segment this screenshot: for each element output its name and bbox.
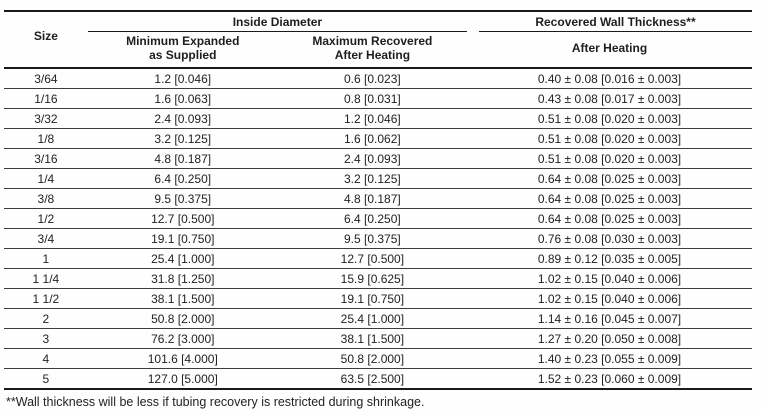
table-row: 1 25.4 [1.000] 12.7 [0.500] 0.89 ± 0.12 [0.…	[4, 248, 752, 269]
cell-min-expanded: 1.6 [0.063]	[87, 88, 278, 109]
tubing-spec-table: Size Inside Diameter Recovered Wall Thic…	[4, 10, 752, 390]
cell-min-expanded: 3.2 [0.125]	[87, 128, 278, 149]
table-row: 1/8 3.2 [0.125] 1.6 [0.062] 0.51 ± 0.08 [0.…	[4, 128, 752, 149]
group-header-inside-diameter: Inside Diameter	[87, 15, 467, 32]
cell-max-recovered: 12.7 [0.500]	[277, 248, 467, 269]
table-row: 1/16 1.6 [0.063] 0.8 [0.031] 0.43 ± 0.08 [0…	[4, 88, 752, 109]
cell-wall-thickness: 0.51 ± 0.08 [0.020 ± 0.003]	[466, 128, 752, 149]
cell-wall-thickness: 0.51 ± 0.08 [0.020 ± 0.003]	[466, 148, 752, 169]
cell-min-expanded: 4.8 [0.187]	[87, 148, 278, 169]
cell-max-recovered: 50.8 [2.000]	[277, 348, 467, 369]
cell-wall-thickness: 1.52 ± 0.23 [0.060 ± 0.009]	[466, 368, 752, 390]
cell-size: 3/8	[4, 188, 88, 209]
cell-wall-thickness: 0.40 ± 0.08 [0.016 ± 0.003]	[466, 67, 752, 89]
cell-max-recovered: 0.8 [0.031]	[277, 88, 467, 109]
col-header-max-recovered: Maximum Recovered After Heating	[278, 32, 467, 68]
cell-min-expanded: 12.7 [0.500]	[87, 208, 278, 229]
cell-size: 1/2	[4, 208, 88, 229]
group-header-recovered-wall-cell: Recovered Wall Thickness**	[467, 11, 752, 32]
cell-max-recovered: 2.4 [0.093]	[277, 148, 467, 169]
cell-wall-thickness: 0.64 ± 0.08 [0.025 ± 0.003]	[466, 188, 752, 209]
table-row: 3/64 1.2 [0.046] 0.6 [0.023] 0.40 ± 0.08 [0…	[4, 67, 752, 89]
cell-size: 1/16	[4, 88, 88, 109]
cell-size: 2	[4, 308, 88, 329]
table-row: 3 76.2 [3.000] 38.1 [1.500] 1.27 ± 0.20 [0.…	[4, 328, 752, 349]
sub-header-row: Minimum Expanded as Supplied Maximum Rec…	[4, 32, 752, 68]
cell-max-recovered: 15.9 [0.625]	[277, 268, 467, 289]
col-header-max-recovered-line2: After Heating	[334, 47, 411, 62]
cell-wall-thickness: 0.64 ± 0.08 [0.025 ± 0.003]	[466, 168, 752, 189]
col-header-min-expanded-line1: Minimum Expanded	[126, 34, 240, 48]
cell-min-expanded: 76.2 [3.000]	[87, 328, 278, 349]
cell-wall-thickness: 0.64 ± 0.08 [0.025 ± 0.003]	[466, 208, 752, 229]
cell-min-expanded: 1.2 [0.046]	[87, 67, 278, 89]
cell-max-recovered: 3.2 [0.125]	[277, 168, 467, 189]
cell-max-recovered: 0.6 [0.023]	[277, 67, 467, 89]
col-header-min-expanded: Minimum Expanded as Supplied	[88, 32, 278, 68]
cell-max-recovered: 1.2 [0.046]	[277, 108, 467, 129]
cell-wall-thickness: 0.51 ± 0.08 [0.020 ± 0.003]	[466, 108, 752, 129]
table-row: 2 50.8 [2.000] 25.4 [1.000] 1.14 ± 0.16 [0.…	[4, 308, 752, 329]
cell-min-expanded: 25.4 [1.000]	[87, 248, 278, 269]
cell-wall-thickness: 1.02 ± 0.15 [0.040 ± 0.006]	[466, 288, 752, 309]
group-header-recovered-wall: Recovered Wall Thickness**	[478, 15, 752, 32]
table-row: 1/2 12.7 [0.500] 6.4 [0.250] 0.64 ± 0.08 [0…	[4, 208, 752, 229]
cell-min-expanded: 38.1 [1.500]	[87, 288, 278, 309]
cell-max-recovered: 63.5 [2.500]	[277, 368, 467, 390]
cell-min-expanded: 101.6 [4.000]	[87, 348, 278, 369]
cell-min-expanded: 2.4 [0.093]	[87, 108, 278, 129]
cell-max-recovered: 38.1 [1.500]	[277, 328, 467, 349]
cell-size: 3/16	[4, 148, 88, 169]
cell-size: 4	[4, 348, 88, 369]
table-body: 3/64 1.2 [0.046] 0.6 [0.023] 0.40 ± 0.08 [0…	[4, 67, 752, 390]
cell-size: 3/4	[4, 228, 88, 249]
col-header-after-heating: After Heating	[571, 40, 648, 55]
cell-min-expanded: 31.8 [1.250]	[87, 268, 278, 289]
cell-wall-thickness: 0.89 ± 0.12 [0.035 ± 0.005]	[466, 248, 752, 269]
cell-min-expanded: 6.4 [0.250]	[87, 168, 278, 189]
cell-wall-thickness: 0.43 ± 0.08 [0.017 ± 0.003]	[466, 88, 752, 109]
col-header-max-recovered-line1: Maximum Recovered	[312, 34, 433, 48]
table-row: 1/4 6.4 [0.250] 3.2 [0.125] 0.64 ± 0.08 [0.…	[4, 168, 752, 189]
group-header-row: Size Inside Diameter Recovered Wall Thic…	[4, 11, 752, 43]
cell-size: 1	[4, 248, 88, 269]
cell-min-expanded: 9.5 [0.375]	[87, 188, 278, 209]
cell-size: 3/32	[4, 108, 88, 129]
col-header-min-expanded-line2: as Supplied	[149, 47, 217, 62]
table-row: 3/32 2.4 [0.093] 1.2 [0.046] 0.51 ± 0.08 [0…	[4, 108, 752, 129]
cell-size: 1 1/4	[4, 268, 88, 289]
table-row: 3/16 4.8 [0.187] 2.4 [0.093] 0.51 ± 0.08 [0…	[4, 148, 752, 169]
cell-min-expanded: 50.8 [2.000]	[87, 308, 278, 329]
table-header: Size Inside Diameter Recovered Wall Thic…	[4, 11, 752, 68]
cell-size: 1 1/2	[4, 288, 88, 309]
group-header-inside-diameter-cell: Inside Diameter	[87, 11, 467, 32]
cell-wall-thickness: 1.27 ± 0.20 [0.050 ± 0.008]	[466, 328, 752, 349]
cell-wall-thickness: 1.14 ± 0.16 [0.045 ± 0.007]	[466, 308, 752, 329]
col-header-size: Size	[33, 29, 58, 43]
cell-wall-thickness: 0.76 ± 0.08 [0.030 ± 0.003]	[466, 228, 752, 249]
cell-max-recovered: 6.4 [0.250]	[277, 208, 467, 229]
table-row: 3/8 9.5 [0.375] 4.8 [0.187] 0.64 ± 0.08 [0.…	[4, 188, 752, 209]
cell-size: 3/64	[4, 67, 88, 89]
table-row: 4 101.6 [4.000] 50.8 [2.000] 1.40 ± 0.23 [0…	[4, 348, 752, 369]
cell-min-expanded: 19.1 [0.750]	[87, 228, 278, 249]
cell-size: 3	[4, 328, 88, 349]
cell-min-expanded: 127.0 [5.000]	[87, 368, 278, 390]
cell-max-recovered: 4.8 [0.187]	[277, 188, 467, 209]
cell-wall-thickness: 1.40 ± 0.23 [0.055 ± 0.009]	[466, 348, 752, 369]
cell-max-recovered: 19.1 [0.750]	[277, 288, 467, 309]
cell-size: 1/8	[4, 128, 88, 149]
cell-size: 1/4	[4, 168, 88, 189]
cell-size: 5	[4, 368, 88, 390]
cell-max-recovered: 9.5 [0.375]	[277, 228, 467, 249]
table-row: 3/4 19.1 [0.750] 9.5 [0.375] 0.76 ± 0.08 [0…	[4, 228, 752, 249]
cell-wall-thickness: 1.02 ± 0.15 [0.040 ± 0.006]	[466, 268, 752, 289]
footnote: **Wall thickness will be less if tubing …	[6, 395, 425, 409]
table-row: 5 127.0 [5.000] 63.5 [2.500] 1.52 ± 0.23 [0…	[4, 368, 752, 390]
table-row: 1 1/2 38.1 [1.500] 19.1 [0.750] 1.02 ± 0.15…	[4, 288, 752, 309]
table-row: 1 1/4 31.8 [1.250] 15.9 [0.625] 1.02 ± 0.15…	[4, 268, 752, 289]
cell-max-recovered: 25.4 [1.000]	[277, 308, 467, 329]
cell-max-recovered: 1.6 [0.062]	[277, 128, 467, 149]
